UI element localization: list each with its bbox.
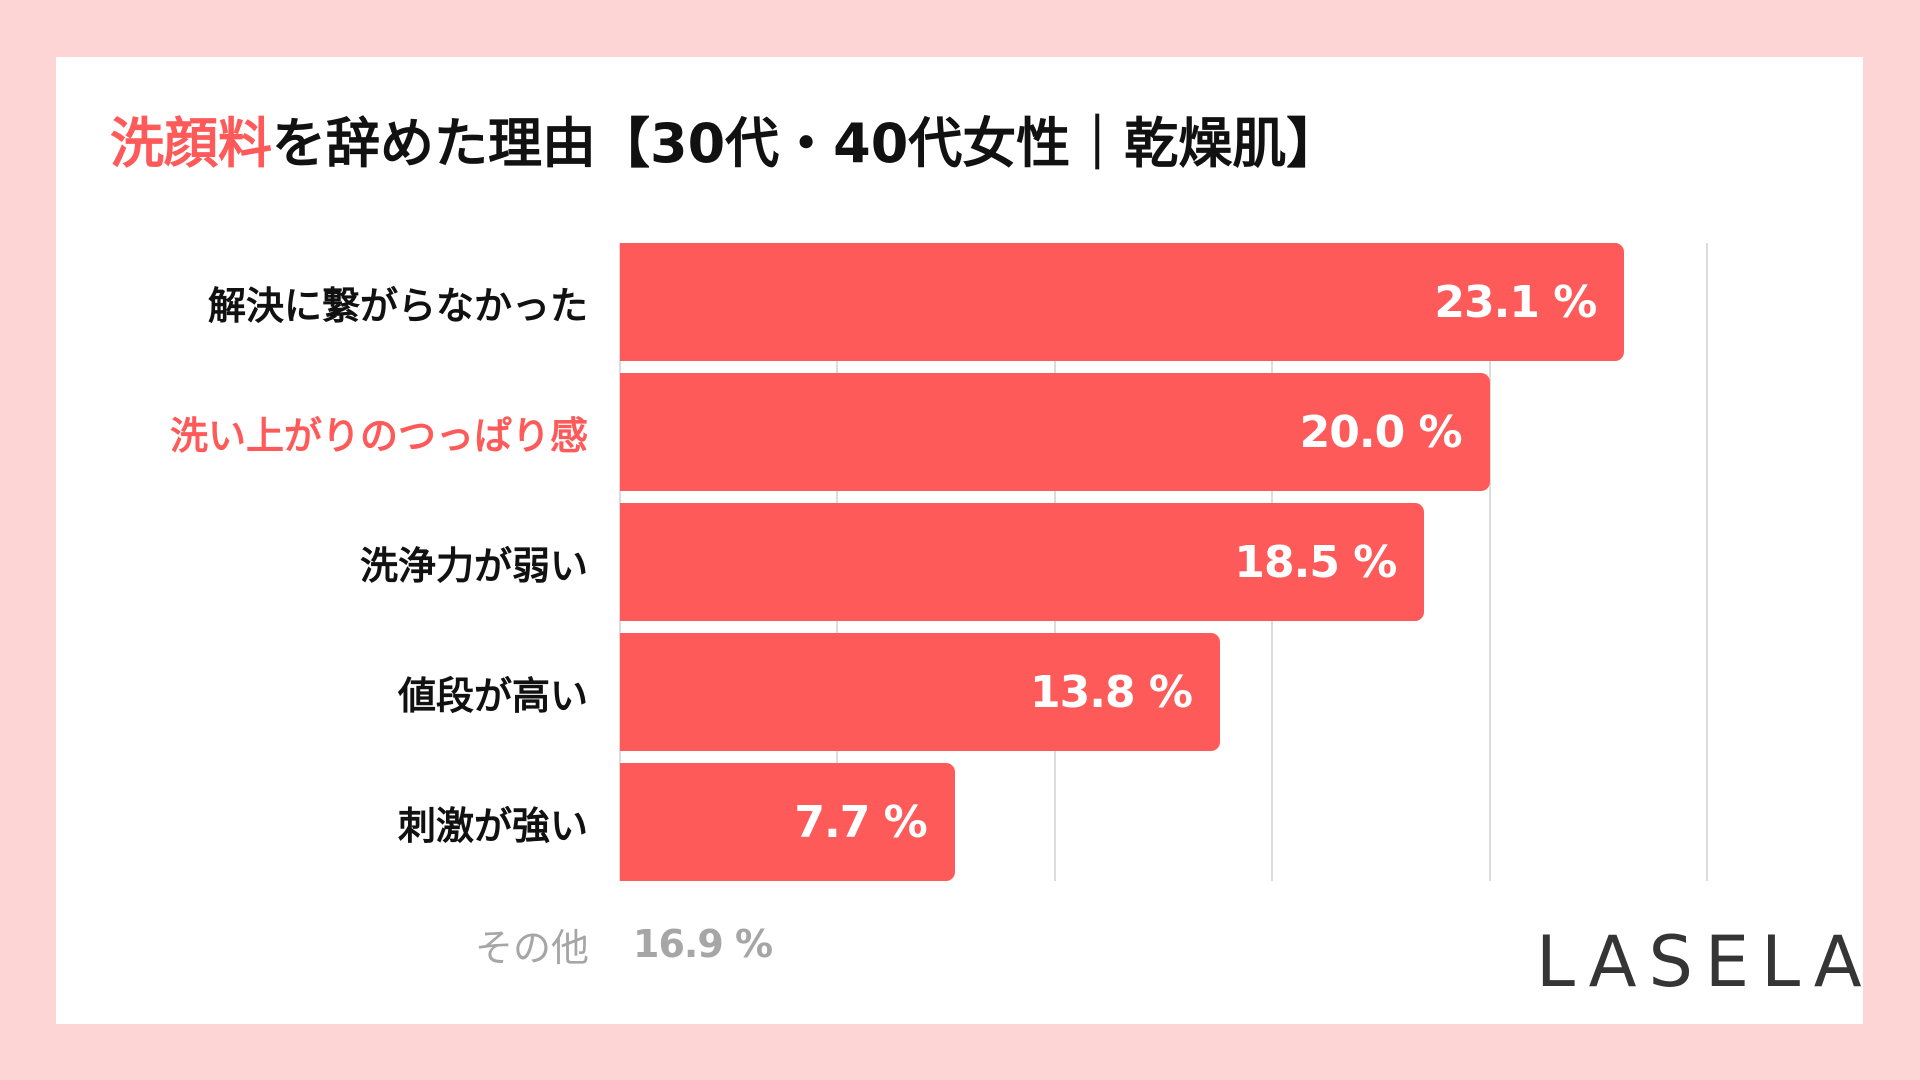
- chart-title-accent: 洗顔料: [110, 112, 272, 175]
- bar-row: 洗い上がりのつっぱり感 20.0 %: [56, 373, 1863, 491]
- category-label: 解決に繋がらなかった: [207, 283, 588, 328]
- bar: 20.0 %: [620, 373, 1490, 491]
- lasela-logo: LASELA: [1536, 921, 1874, 1003]
- other-value: 16.9 %: [633, 922, 773, 966]
- bar-row: 解決に繋がらなかった 23.1 %: [56, 243, 1863, 361]
- chart-title-rest: を辞めた理由【30代・40代女性｜乾燥肌】: [272, 112, 1341, 175]
- bar: 7.7 %: [620, 763, 955, 881]
- chart-card: 洗顔料を辞めた理由【30代・40代女性｜乾燥肌】 解決に繋がらなかった 23.1 …: [56, 57, 1863, 1024]
- gridline: [1706, 243, 1708, 881]
- category-label: 刺激が強い: [397, 803, 588, 848]
- bar-value-label: 18.5 %: [1234, 536, 1397, 588]
- bar: 13.8 %: [620, 633, 1221, 751]
- category-label: 値段が高い: [397, 673, 588, 718]
- category-label: 洗浄力が弱い: [359, 543, 588, 588]
- category-label: 洗い上がりのつっぱり感: [169, 413, 588, 458]
- bar: 18.5 %: [620, 503, 1425, 621]
- bar-value-label: 13.8 %: [1030, 666, 1193, 718]
- other-label: その他: [475, 925, 590, 970]
- chart-title: 洗顔料を辞めた理由【30代・40代女性｜乾燥肌】: [110, 109, 1340, 179]
- bar-row: 洗浄力が弱い 18.5 %: [56, 503, 1863, 621]
- bar-row: 刺激が強い 7.7 %: [56, 763, 1863, 881]
- bar-chart-plot: 解決に繋がらなかった 23.1 % 洗い上がりのつっぱり感 20.0 % 洗浄力が弱い 1…: [56, 57, 1863, 1024]
- bar: 23.1 %: [620, 243, 1625, 361]
- bar-value-label: 23.1 %: [1434, 276, 1597, 328]
- bar-value-label: 7.7 %: [794, 796, 927, 848]
- other-annotation: その他 16.9 %: [475, 921, 773, 970]
- bar-row: 値段が高い 13.8 %: [56, 633, 1863, 751]
- bar-value-label: 20.0 %: [1299, 406, 1463, 458]
- gridline: [1488, 243, 1491, 881]
